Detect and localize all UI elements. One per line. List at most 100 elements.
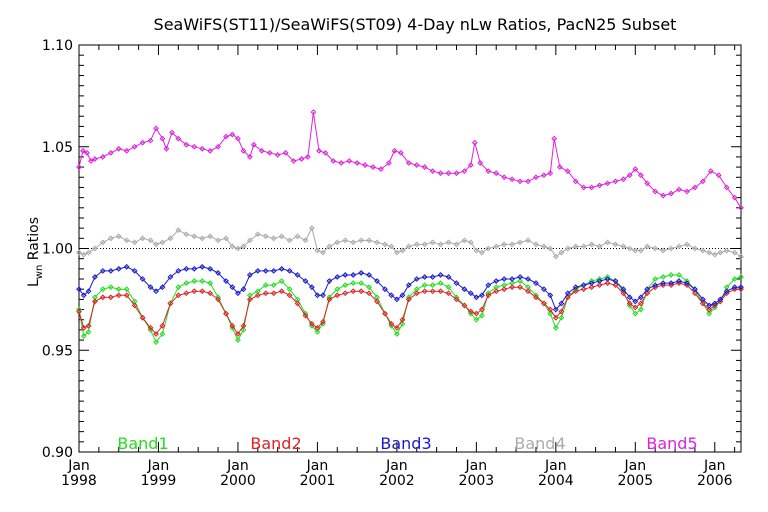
- data-point: [509, 284, 516, 291]
- data-point: [556, 164, 563, 171]
- data-point: [183, 265, 190, 272]
- data-point: [80, 324, 87, 331]
- data-point: [207, 233, 214, 240]
- data-point: [706, 249, 713, 256]
- data-point: [723, 247, 730, 254]
- data-point: [473, 247, 480, 254]
- data-point: [246, 154, 253, 160]
- data-point: [334, 292, 341, 299]
- data-point: [123, 263, 130, 270]
- data-point: [660, 274, 667, 280]
- data-point: [167, 300, 174, 307]
- data-point: [626, 300, 633, 307]
- data-point: [147, 324, 154, 331]
- x-tick-month: Jan: [703, 458, 726, 474]
- data-point: [123, 147, 130, 154]
- data-point: [308, 284, 315, 291]
- data-point: [547, 170, 554, 177]
- data-point: [139, 276, 146, 282]
- y-tick-label: 0.90: [42, 445, 73, 461]
- data-point: [691, 286, 698, 293]
- data-point: [437, 280, 444, 287]
- data-point: [572, 288, 579, 295]
- data-point: [676, 186, 682, 193]
- data-point: [91, 274, 98, 280]
- data-point: [374, 278, 380, 284]
- data-point: [350, 272, 357, 278]
- data-point: [660, 247, 667, 254]
- data-point: [533, 241, 539, 248]
- data-point: [509, 241, 516, 248]
- data-point: [588, 284, 595, 291]
- data-point: [266, 149, 273, 156]
- data-point: [644, 290, 651, 297]
- data-point: [588, 241, 595, 248]
- data-point: [525, 276, 531, 282]
- data-point: [99, 286, 106, 293]
- data-point: [199, 235, 206, 242]
- data-point: [391, 147, 398, 154]
- data-point: [286, 237, 293, 244]
- data-point: [453, 280, 460, 287]
- series-line: [78, 112, 742, 209]
- data-point: [386, 160, 392, 166]
- data-point: [620, 286, 627, 293]
- data-point: [358, 237, 365, 244]
- data-point: [501, 286, 508, 293]
- data-point: [115, 292, 122, 299]
- x-tick-year: 2005: [617, 473, 653, 489]
- data-point: [717, 296, 724, 303]
- data-point: [235, 331, 241, 337]
- legend-item-band1: Band1: [117, 434, 168, 453]
- data-point: [115, 265, 122, 272]
- data-point: [612, 178, 619, 185]
- x-tick-month: Jan: [147, 458, 170, 474]
- data-point: [620, 176, 627, 183]
- data-point: [223, 278, 229, 284]
- data-point: [326, 243, 333, 250]
- data-point: [437, 288, 444, 295]
- data-point: [229, 243, 236, 250]
- data-point: [399, 292, 406, 299]
- data-point: [342, 290, 349, 297]
- data-point: [246, 296, 253, 303]
- data-point: [370, 164, 376, 171]
- x-tick-year: 1998: [61, 473, 97, 489]
- data-point: [731, 249, 738, 256]
- data-point: [676, 272, 682, 278]
- data-point: [580, 243, 587, 250]
- data-point: [270, 267, 277, 274]
- data-point: [445, 290, 452, 297]
- data-point: [388, 243, 395, 250]
- data-point: [644, 180, 651, 187]
- y-axis-label-rest: Ratios: [26, 217, 42, 265]
- data-point: [637, 300, 644, 307]
- data-point: [229, 284, 236, 291]
- data-point: [262, 233, 269, 240]
- data-point: [684, 241, 690, 248]
- data-point: [397, 149, 404, 156]
- data-point: [282, 149, 289, 156]
- data-point: [99, 294, 106, 301]
- data-point: [421, 241, 428, 248]
- data-point: [246, 237, 253, 244]
- data-point: [676, 278, 682, 284]
- data-point: [350, 239, 357, 246]
- data-point: [467, 239, 474, 246]
- data-point: [437, 272, 444, 278]
- data-point: [612, 282, 619, 289]
- data-point: [572, 243, 579, 250]
- data-point: [684, 188, 690, 195]
- data-point: [334, 239, 341, 246]
- data-point: [437, 170, 444, 177]
- legend-item-band2: Band2: [250, 434, 301, 453]
- data-point: [274, 151, 281, 158]
- data-point: [191, 143, 198, 150]
- data-point: [229, 322, 236, 329]
- data-point: [85, 288, 92, 295]
- data-point: [637, 306, 644, 313]
- data-point: [131, 267, 138, 274]
- data-point: [453, 241, 460, 248]
- data-point: [350, 280, 357, 287]
- data-point: [240, 286, 247, 293]
